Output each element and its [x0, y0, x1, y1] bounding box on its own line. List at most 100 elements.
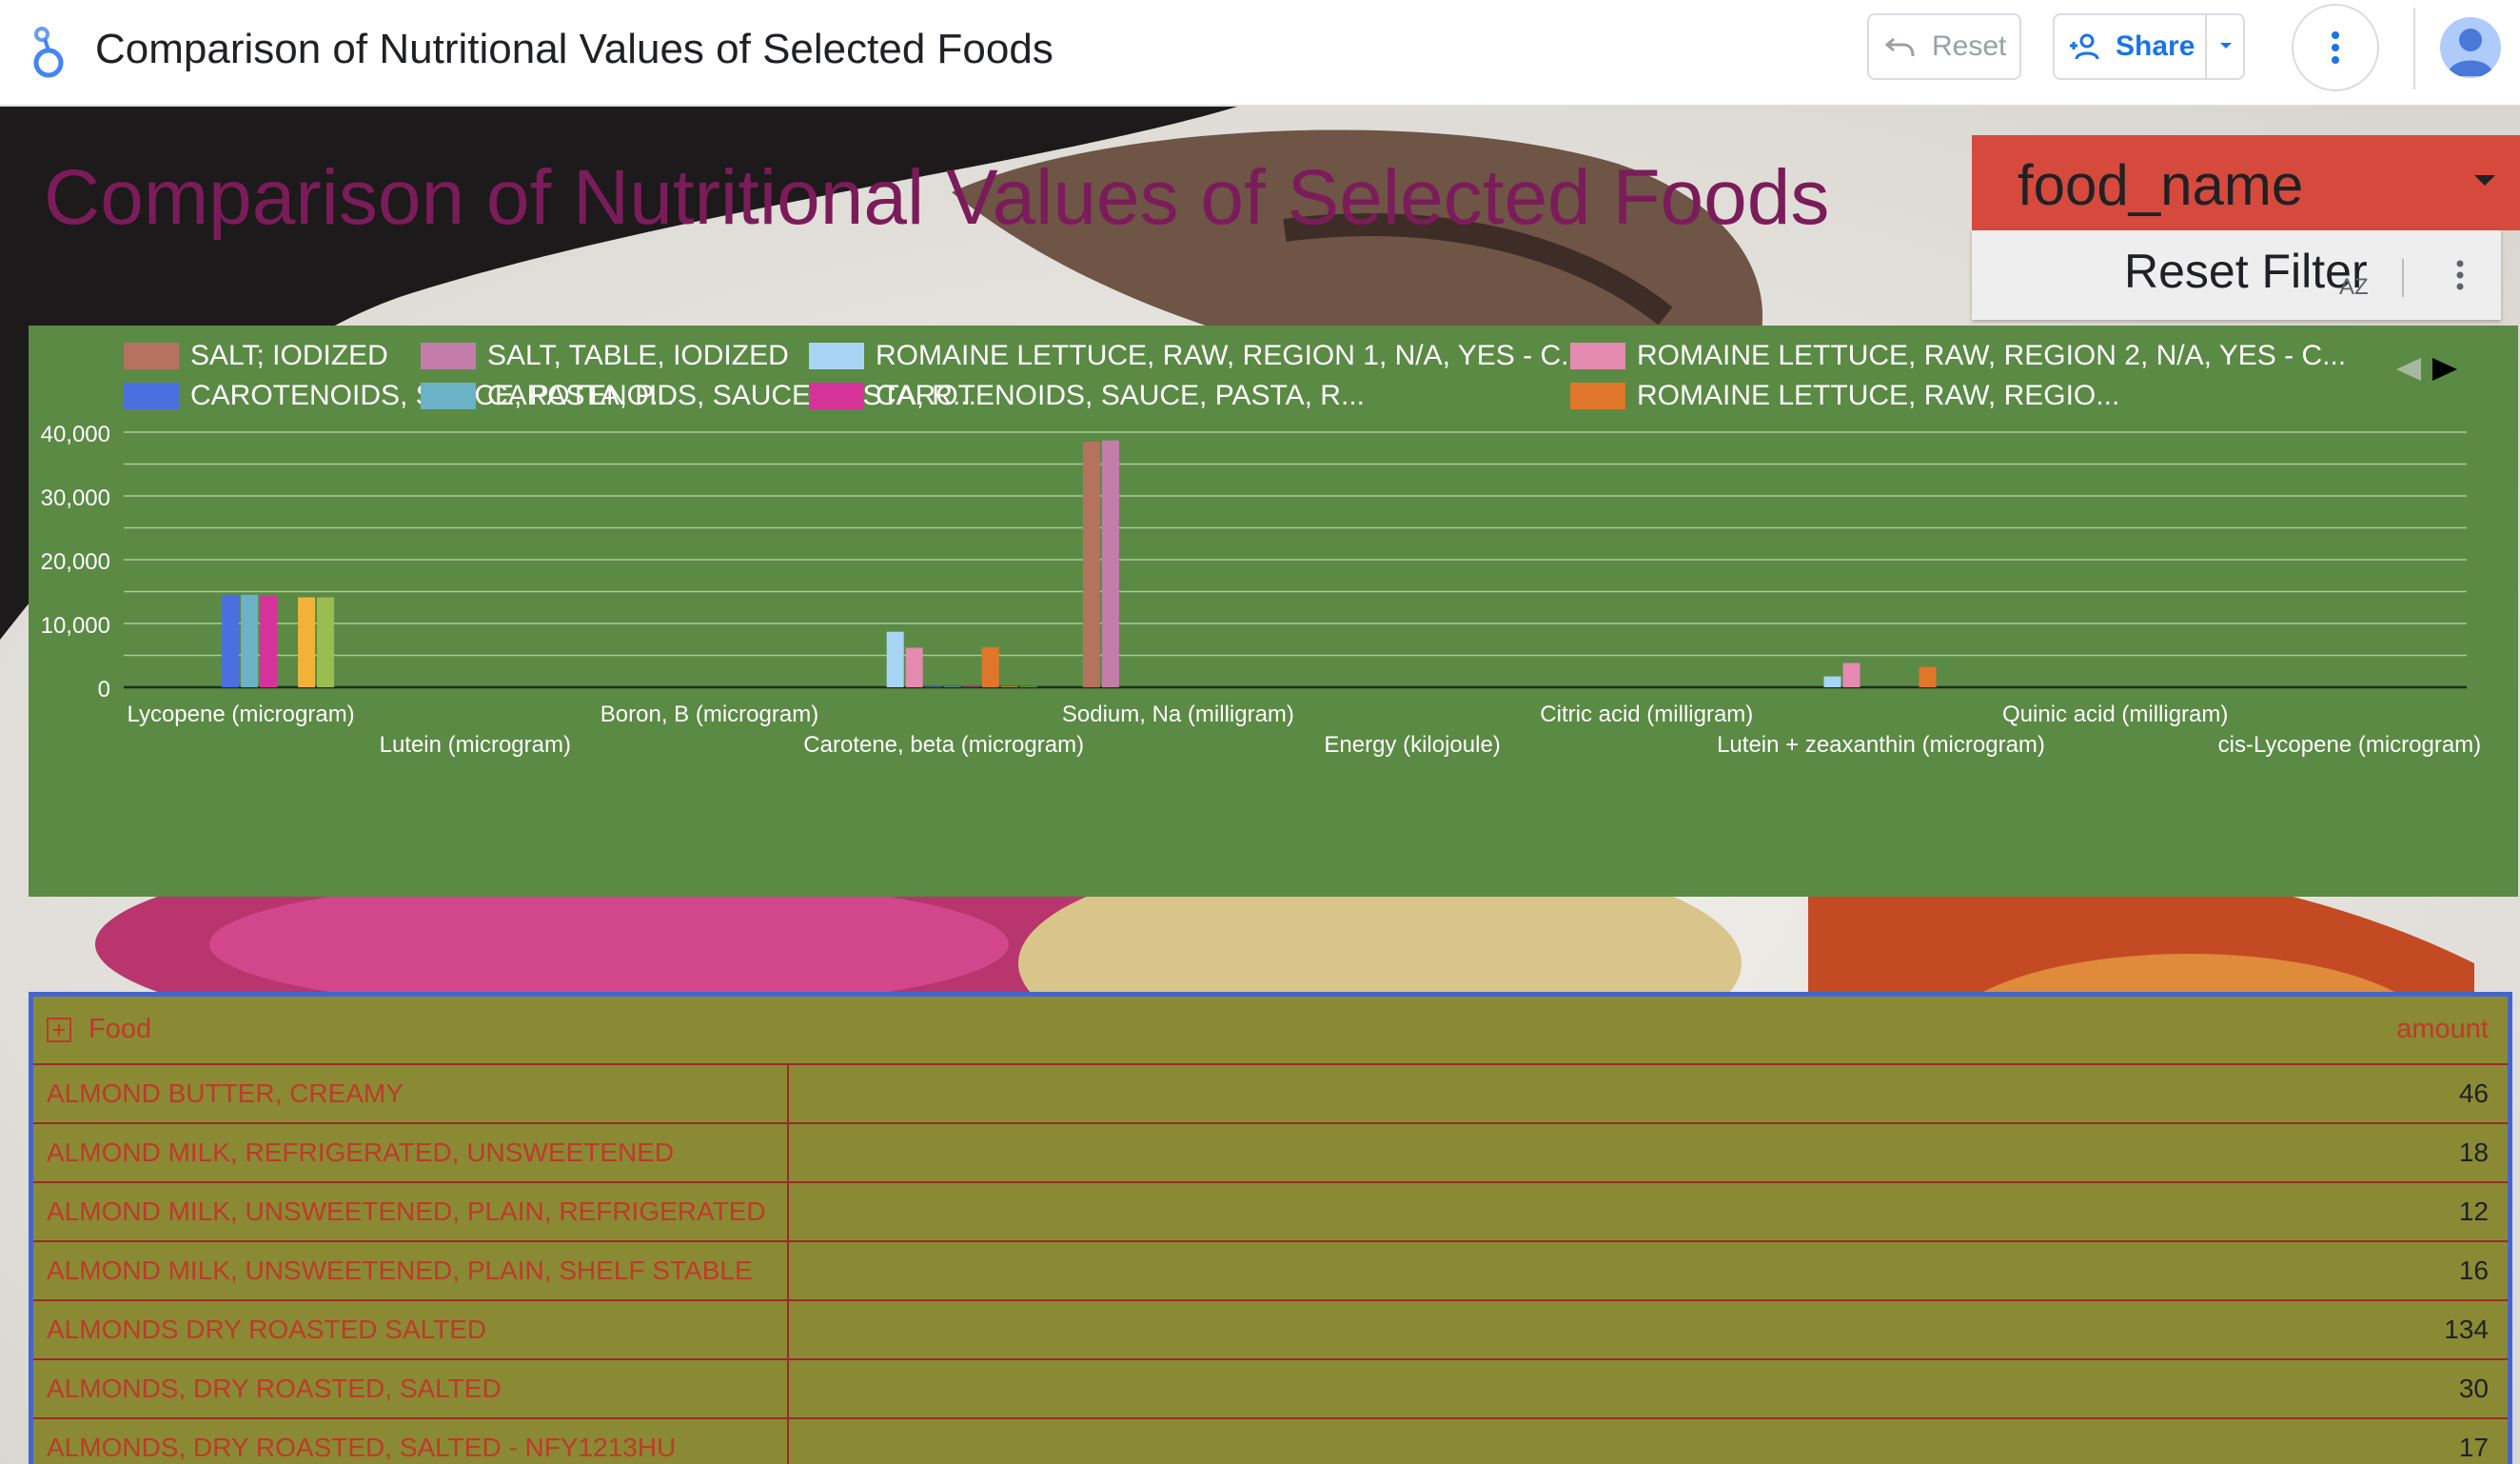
x-tick-label: Citric acid (milligram): [1540, 702, 1753, 727]
amount-cell: 16: [2458, 1256, 2489, 1285]
legend-label: CAROTENOIDS, SAUCE, PASTA, R...: [876, 380, 1365, 411]
table-header: Food amount: [33, 997, 2508, 1065]
bar[interactable]: [981, 646, 999, 687]
bar[interactable]: [1101, 440, 1119, 687]
share-button[interactable]: Share: [2053, 13, 2245, 80]
more-options-button[interactable]: [2292, 4, 2379, 91]
bar[interactable]: [1082, 442, 1100, 687]
add-person-icon: [2070, 33, 2099, 60]
food-cell: ALMONDS, DRY ROASTED, SALTED - NFY1213HU: [47, 1433, 677, 1462]
share-divider: [2205, 15, 2207, 78]
legend-label: ROMAINE LETTUCE, RAW, REGION 1, N/A, YES…: [876, 340, 1585, 371]
bar[interactable]: [298, 597, 316, 687]
bar[interactable]: [962, 686, 980, 687]
legend-swatch: [1570, 383, 1625, 409]
chart-plot-area: 0 10,000 20,000 30,000 40,000 Lycopene (micro…: [41, 422, 2482, 758]
table-row[interactable]: ALMONDS, DRY ROASTED, SALTED - NFY1213HU…: [33, 1419, 2508, 1464]
reset-filter-button[interactable]: Reset Filter: [2124, 245, 2368, 298]
header-divider: [2413, 8, 2415, 89]
share-dropdown-icon[interactable]: [2216, 36, 2235, 55]
bar[interactable]: [317, 597, 335, 687]
x-tick-label: Lutein + zeaxanthin (microgram): [1717, 732, 2045, 758]
x-tick-label: Carotene, beta (microgram): [803, 732, 1084, 758]
y-tick-label: 30,000: [41, 485, 110, 511]
bar[interactable]: [222, 594, 240, 687]
x-tick-label: Lutein (microgram): [380, 732, 571, 758]
bar[interactable]: [241, 594, 259, 687]
y-tick-label: 0: [98, 677, 110, 702]
food-amount-table: Food amount ALMOND BUTTER, CREAMY 46 ALMON…: [29, 992, 2512, 1464]
bar[interactable]: [924, 686, 942, 687]
legend-label: SALT, TABLE, IODIZED: [487, 340, 789, 371]
bar[interactable]: [886, 631, 904, 687]
legend-prev-icon[interactable]: [2396, 358, 2421, 381]
table-row[interactable]: ALMONDS, DRY ROASTED, SALTED 30: [33, 1360, 2508, 1419]
sort-az-icon[interactable]: AZ: [2339, 274, 2369, 300]
filter-panel-divider: [2402, 259, 2404, 297]
legend-swatch: [809, 383, 864, 409]
legend-swatch: [124, 383, 179, 409]
account-avatar[interactable]: [2440, 17, 2501, 78]
food-column-header[interactable]: Food: [89, 1014, 152, 1044]
legend-item[interactable]: ROMAINE LETTUCE, RAW, REGIO...: [1570, 377, 2119, 415]
legend-pager: [2396, 358, 2457, 381]
x-tick-label: Boron, B (microgram): [600, 702, 818, 727]
bar[interactable]: [1842, 663, 1860, 687]
undo-icon: [1884, 37, 1915, 57]
legend-swatch: [421, 343, 476, 369]
table-row[interactable]: ALMOND BUTTER, CREAMY 46: [33, 1065, 2508, 1124]
amount-cell: 12: [2458, 1197, 2489, 1226]
legend-swatch: [421, 383, 476, 409]
bar[interactable]: [905, 647, 923, 687]
legend-item[interactable]: ROMAINE LETTUCE, RAW, REGION 1, N/A, YES…: [809, 337, 1585, 375]
food-name-filter[interactable]: food_name: [1972, 135, 2520, 230]
amount-column-header[interactable]: amount: [2396, 1014, 2489, 1044]
food-cell: ALMONDS, DRY ROASTED, SALTED: [47, 1374, 502, 1403]
food-cell: ALMOND MILK, REFRIGERATED, UNSWEETENED: [47, 1138, 675, 1167]
legend-item[interactable]: SALT, TABLE, IODIZED: [421, 337, 789, 375]
report-title: Comparison of Nutritional Values of Sele…: [44, 154, 1830, 241]
food-cell: ALMOND MILK, UNSWEETENED, PLAIN, SHELF S…: [47, 1256, 753, 1285]
table-row[interactable]: ALMOND MILK, UNSWEETENED, PLAIN, SHELF S…: [33, 1242, 2508, 1301]
bar[interactable]: [1019, 686, 1037, 687]
legend-next-icon[interactable]: [2432, 358, 2457, 381]
amount-cell: 18: [2458, 1138, 2489, 1167]
y-tick-label: 40,000: [41, 422, 110, 447]
x-tick-label: cis-Lycopene (microgram): [2218, 732, 2482, 758]
amount-cell: 30: [2458, 1374, 2489, 1403]
bar[interactable]: [1823, 676, 1841, 687]
legend-item[interactable]: SALT; IODIZED: [124, 337, 388, 375]
food-cell: ALMOND BUTTER, CREAMY: [47, 1078, 404, 1108]
food-cell: ALMOND MILK, UNSWEETENED, PLAIN, REFRIGE…: [47, 1197, 766, 1226]
legend-item[interactable]: CAROTENOIDS, SAUCE, PASTA, R...: [809, 377, 1365, 415]
legend-label: SALT; IODIZED: [190, 340, 388, 371]
table-row[interactable]: ALMOND MILK, UNSWEETENED, PLAIN, REFRIGE…: [33, 1183, 2508, 1242]
legend-label: CAROTENOIDS, SAUCE, PASTA, R...: [487, 380, 976, 411]
column-divider: [787, 1065, 789, 1464]
user-icon: [2448, 29, 2493, 76]
bar[interactable]: [1000, 686, 1018, 687]
bar[interactable]: [1919, 666, 1937, 687]
food-cell: ALMONDS DRY ROASTED SALTED: [47, 1315, 487, 1344]
filter-options-icon[interactable]: [2455, 259, 2465, 291]
legend-item[interactable]: ROMAINE LETTUCE, RAW, REGION 2, N/A, YES…: [1570, 337, 2346, 375]
legend-swatch: [1570, 343, 1625, 369]
bar[interactable]: [943, 686, 961, 687]
report-canvas: Comparison of Nutritional Values of Sele…: [0, 107, 2520, 1464]
x-tick-label: Lycopene (microgram): [127, 702, 354, 727]
legend-item[interactable]: CAROTENOIDS, SAUCE, PASTA, R...: [421, 377, 976, 415]
nutrient-bar-chart[interactable]: SALT; IODIZED SALT, TABLE, IODIZED ROMAINE…: [29, 326, 2518, 897]
filter-field-label: food_name: [2018, 153, 2304, 217]
vertical-dots-icon: [2332, 31, 2339, 64]
filter-dropdown-panel: Reset Filter AZ: [1972, 230, 2501, 320]
legend-label: ROMAINE LETTUCE, RAW, REGIO...: [1637, 380, 2120, 411]
reset-button[interactable]: Reset: [1867, 13, 2021, 80]
y-tick-label: 20,000: [41, 549, 110, 575]
legend-swatch: [124, 343, 179, 369]
report-name[interactable]: Comparison of Nutritional Values of Sele…: [95, 26, 1053, 72]
table-row[interactable]: ALMONDS DRY ROASTED SALTED 134: [33, 1301, 2508, 1360]
bar[interactable]: [260, 596, 278, 687]
expand-icon[interactable]: [47, 1018, 71, 1042]
filter-dropdown-icon: [2474, 175, 2495, 186]
table-row[interactable]: ALMOND MILK, REFRIGERATED, UNSWEETENED 18: [33, 1124, 2508, 1183]
